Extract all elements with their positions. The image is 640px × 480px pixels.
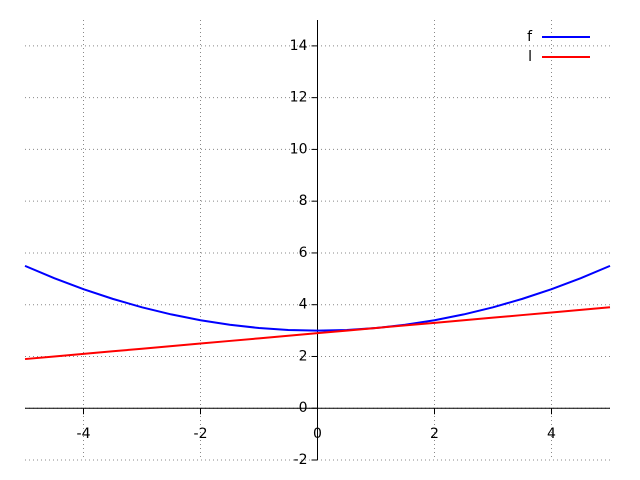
y-tick-label: 6	[299, 245, 308, 261]
y-tick-label: 4	[299, 297, 308, 313]
x-tick-label: 4	[547, 426, 556, 442]
legend-label: f	[527, 29, 533, 45]
y-tick-label: 14	[290, 38, 308, 54]
legend-label: l	[528, 49, 532, 65]
x-tick-label: -2	[194, 426, 208, 442]
y-tick-label: 12	[290, 90, 308, 106]
y-tick-label: 8	[299, 193, 308, 209]
line-series	[24, 264, 611, 332]
y-tick-label: 2	[299, 348, 308, 364]
x-tick-label: 2	[430, 426, 439, 442]
y-tick-label: -2	[294, 452, 308, 468]
line-series	[24, 306, 611, 361]
y-tick-label: 10	[290, 141, 308, 157]
x-tick-label: -4	[77, 426, 91, 442]
